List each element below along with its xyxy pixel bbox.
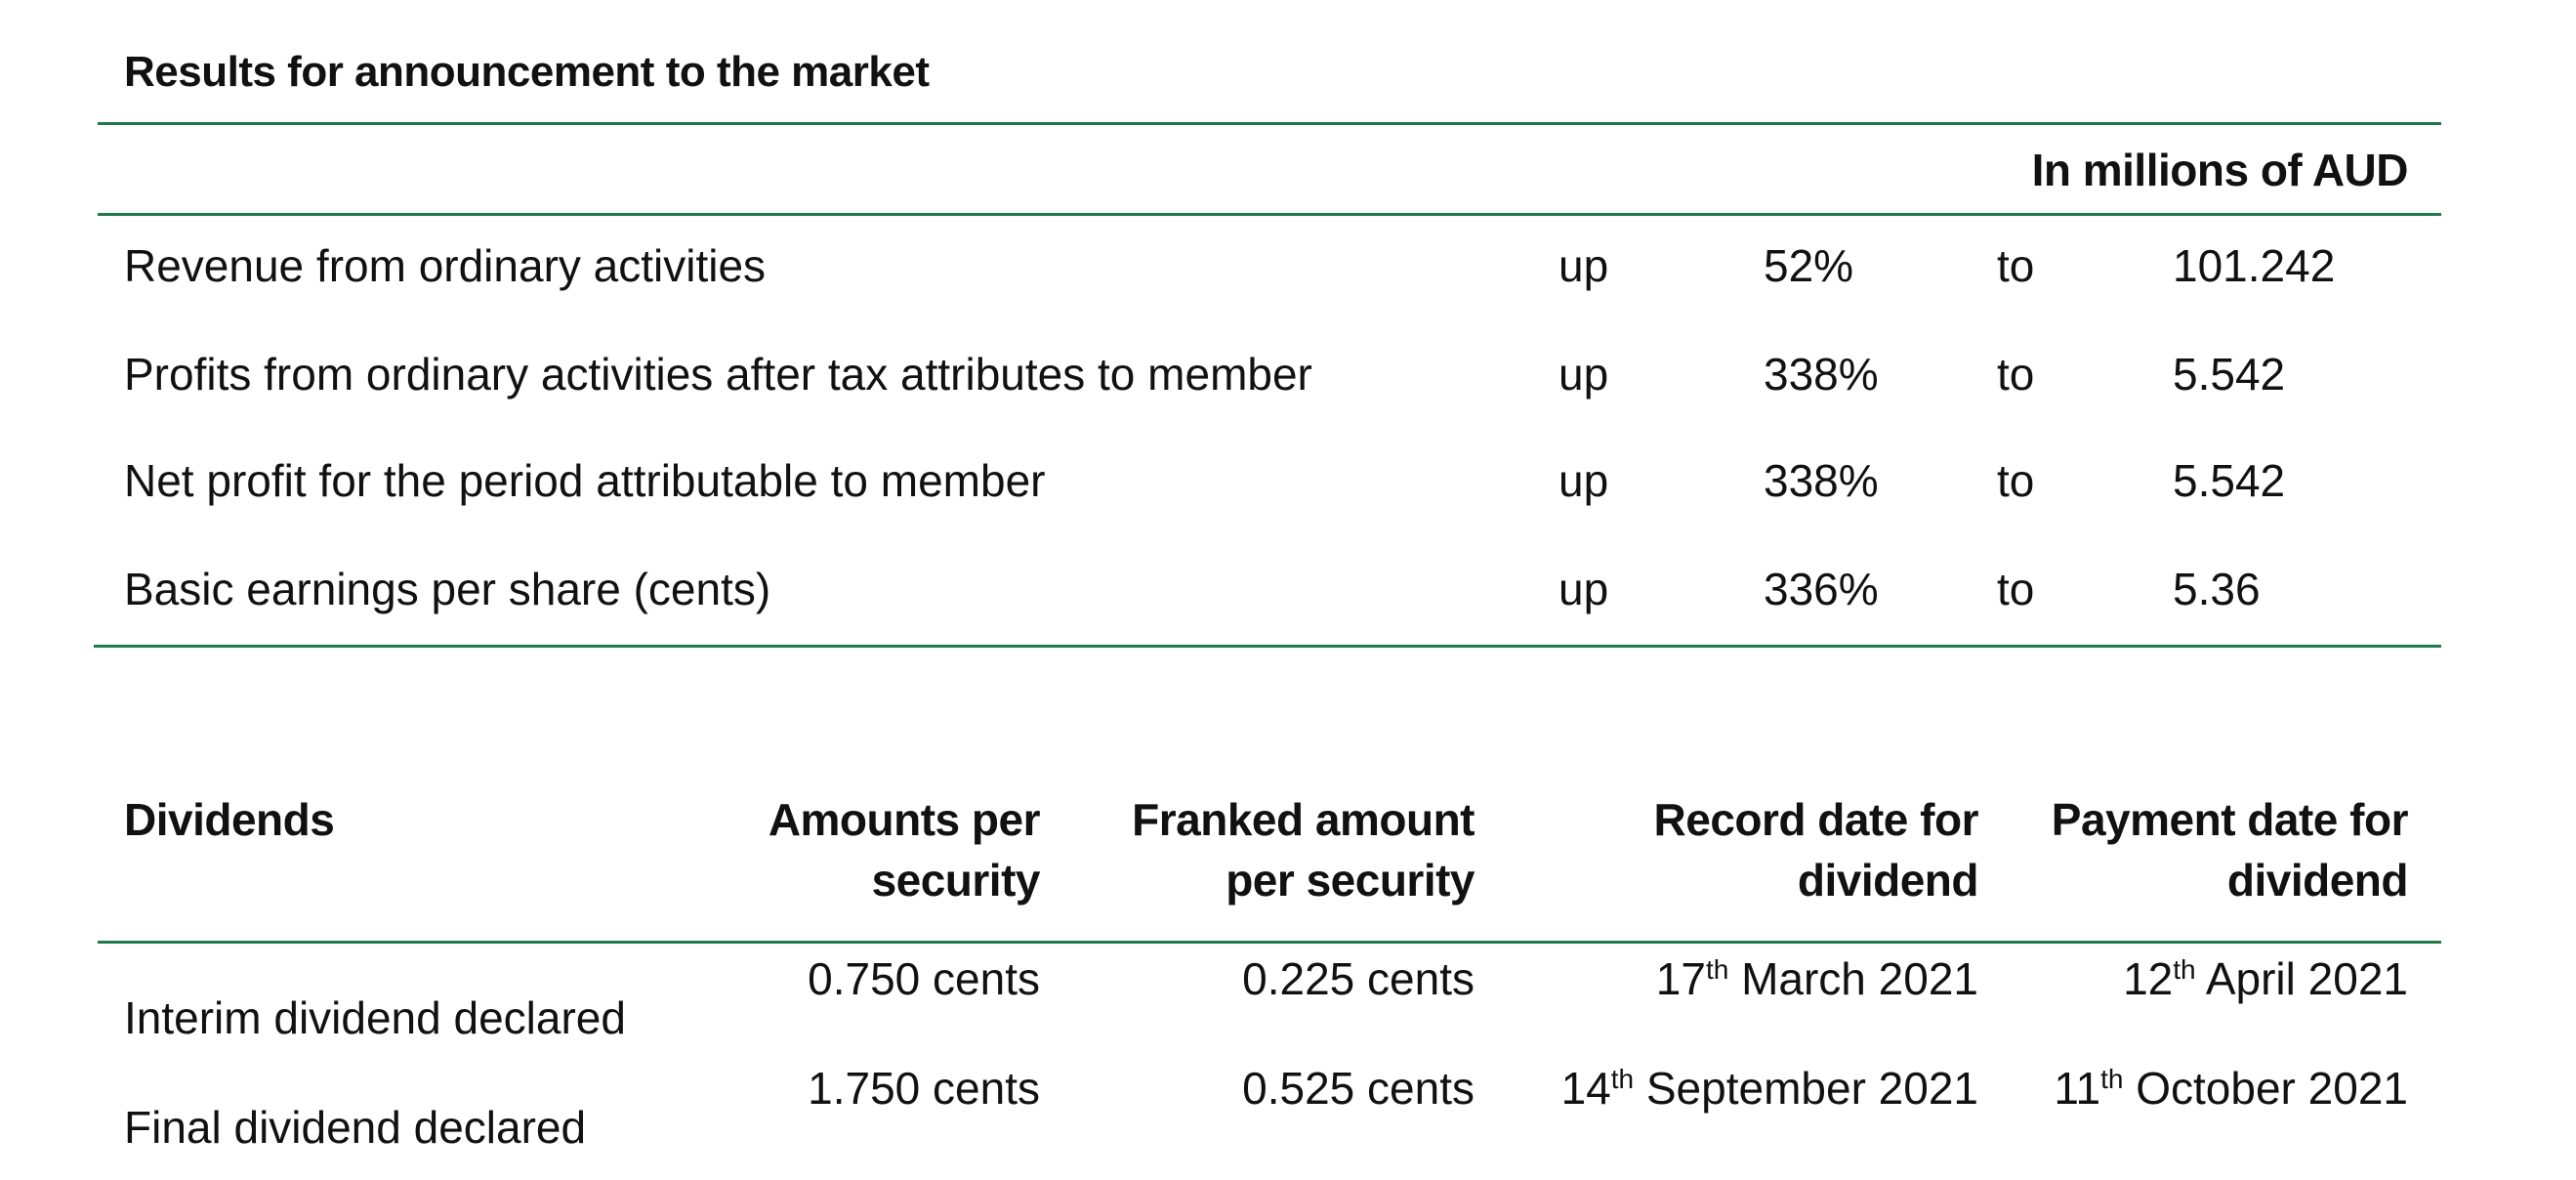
result-direction: up	[1558, 455, 1609, 506]
header-record-line1: Record date for	[1653, 794, 1979, 845]
dividend-franked: 0.225 cents	[1242, 953, 1475, 1004]
result-label: Profits from ordinary activities after t…	[124, 349, 1312, 400]
result-change: 336%	[1764, 564, 1879, 614]
result-label: Revenue from ordinary activities	[124, 240, 767, 291]
header-amount-line2: security	[871, 855, 1041, 906]
payment-month-year: April 2021	[2195, 953, 2408, 1004]
dividend-record-date: 17th March 2021	[1656, 952, 1978, 1005]
dividend-payment-date: 12th April 2021	[2123, 952, 2408, 1005]
results-row: Profits from ordinary activities after t…	[0, 335, 2576, 413]
header-dividends: Dividends	[124, 794, 335, 845]
result-to: to	[1997, 240, 2035, 291]
header-amount-line1: Amounts per	[768, 794, 1041, 845]
dividend-franked: 0.525 cents	[1242, 1063, 1475, 1114]
result-to: to	[1997, 564, 2035, 614]
header-payment-date: Payment date for dividend	[2051, 789, 2409, 910]
result-label: Net profit for the period attributable t…	[124, 455, 1046, 506]
results-row: Net profit for the period attributable t…	[0, 442, 2576, 520]
payment-month-year: October 2021	[2123, 1063, 2408, 1114]
dividend-payment-date: 11th October 2021	[2054, 1062, 2408, 1115]
result-label: Basic earnings per share (cents)	[124, 564, 771, 614]
page-title: Results for announcement to the market	[124, 48, 930, 96]
dividend-label: Interim dividend declared	[124, 992, 626, 1043]
dividend-amount: 1.750 cents	[808, 1063, 1040, 1114]
record-day-suffix: th	[1705, 954, 1729, 985]
payment-day-suffix: th	[2100, 1064, 2124, 1094]
record-month-year: September 2021	[1634, 1063, 1978, 1114]
header-payment-line2: dividend	[2226, 855, 2409, 906]
header-record-date: Record date for dividend	[1653, 789, 1979, 910]
result-value: 101.242	[2173, 240, 2336, 291]
dividend-row: Interim dividend declared 0.750 cents 0.…	[0, 952, 2576, 1043]
dividend-amount: 0.750 cents	[808, 953, 1040, 1004]
dividend-row: Final dividend declared 1.750 cents 0.52…	[0, 1062, 2576, 1153]
record-month-year: March 2021	[1728, 953, 1978, 1004]
result-value: 5.542	[2173, 349, 2286, 400]
header-franked: Franked amount per security	[1132, 789, 1475, 910]
result-change: 52%	[1764, 240, 1854, 291]
top-rule	[98, 122, 2441, 125]
unit-header: In millions of AUD	[2031, 145, 2409, 195]
header-payment-line1: Payment date for	[2051, 794, 2409, 845]
record-day-suffix: th	[1610, 1064, 1635, 1094]
header-rule	[98, 213, 2441, 216]
payment-day: 11	[2054, 1063, 2101, 1114]
record-day: 14	[1560, 1063, 1611, 1114]
dividends-header-rule	[98, 941, 2441, 944]
dividend-record-date: 14th September 2021	[1561, 1062, 1978, 1115]
result-direction: up	[1558, 240, 1609, 291]
result-change: 338%	[1764, 349, 1879, 400]
result-to: to	[1997, 455, 2035, 506]
dividend-label: Final dividend declared	[124, 1102, 587, 1153]
header-franked-line1: Franked amount	[1132, 794, 1475, 845]
results-row: Revenue from ordinary activities up 52% …	[0, 227, 2576, 305]
result-direction: up	[1558, 349, 1609, 400]
result-value: 5.36	[2173, 564, 2261, 614]
header-record-line2: dividend	[1797, 855, 1979, 906]
payment-day-suffix: th	[2173, 954, 2196, 985]
result-change: 338%	[1764, 455, 1879, 506]
result-value: 5.542	[2173, 455, 2286, 506]
record-day: 17	[1655, 953, 1706, 1004]
result-direction: up	[1558, 564, 1609, 614]
header-amount: Amounts per security	[768, 789, 1041, 910]
result-to: to	[1997, 349, 2035, 400]
header-franked-line2: per security	[1226, 855, 1475, 906]
results-bottom-rule	[94, 645, 2441, 648]
payment-day: 12	[2123, 953, 2174, 1004]
results-row: Basic earnings per share (cents) up 336%…	[0, 550, 2576, 628]
